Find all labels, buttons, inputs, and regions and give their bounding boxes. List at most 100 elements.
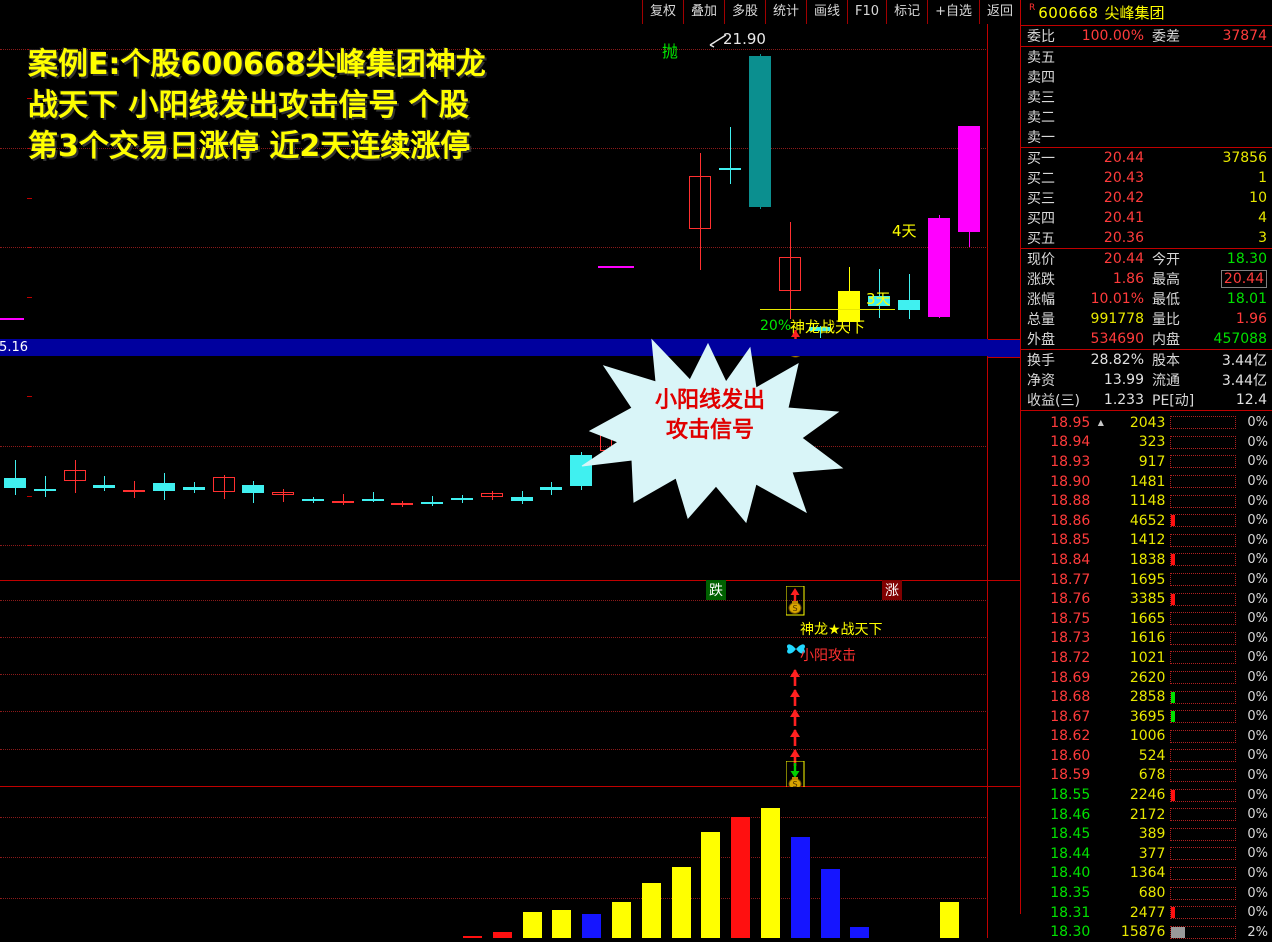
tick-row[interactable]: 18.67 3695 0% xyxy=(1021,707,1272,727)
row-label-right: 量比 xyxy=(1152,312,1180,328)
toolbar-huaxian[interactable]: 画线 xyxy=(806,0,847,24)
tick-row[interactable]: 18.86 4652 0% xyxy=(1021,511,1272,531)
tick-percent: 0% xyxy=(1247,826,1268,842)
row-label-right: 股本 xyxy=(1152,353,1180,369)
tick-row[interactable]: 18.44 377 0% xyxy=(1021,844,1272,864)
tick-percent: 0% xyxy=(1247,415,1268,431)
tick-volume: 4652 xyxy=(1129,512,1166,529)
candle-body xyxy=(302,498,324,501)
row-value-right: 18.01 xyxy=(1226,291,1267,307)
candle-body xyxy=(451,497,473,500)
tick-row[interactable]: 18.40 1364 0% xyxy=(1021,864,1272,884)
tick-bar-track xyxy=(1170,416,1237,430)
tick-percent: 0% xyxy=(1247,728,1268,744)
candle-wick xyxy=(909,274,910,319)
tick-row[interactable]: 18.59 678 0% xyxy=(1021,766,1272,786)
tick-bar-track xyxy=(1170,886,1237,900)
toolbar-tongji[interactable]: 统计 xyxy=(765,0,806,24)
row-value-left: 534690 xyxy=(1090,331,1144,347)
tick-volume: 678 xyxy=(1138,767,1166,784)
candle-wick xyxy=(432,495,434,506)
toolbar-fanhui[interactable]: 返回 xyxy=(978,0,1020,24)
tick-volume: 1148 xyxy=(1129,493,1166,510)
tick-bar-track xyxy=(1170,592,1237,606)
stock-code: 600668 xyxy=(1038,3,1099,22)
tick-row[interactable]: 18.76 3385 0% xyxy=(1021,589,1272,609)
row-label-left: 换手 xyxy=(1027,353,1055,369)
tick-price: 18.62 xyxy=(1050,728,1091,745)
tag-zhang: 涨 xyxy=(882,580,902,600)
tick-bar-track xyxy=(1170,475,1237,489)
tick-row[interactable]: 18.95 ▲ 2043 0% xyxy=(1021,413,1272,433)
tick-volume: 15876 xyxy=(1120,924,1166,941)
tick-volume: 323 xyxy=(1138,434,1166,451)
indicator-gridline xyxy=(0,748,988,750)
tick-row[interactable]: 18.45 389 0% xyxy=(1021,824,1272,844)
tick-row[interactable]: 18.35 680 0% xyxy=(1021,883,1272,903)
row-label-left: 卖三 xyxy=(1027,90,1055,106)
row-value-left: 28.82% xyxy=(1090,352,1144,368)
candle-wick xyxy=(104,475,106,491)
row-label-left: 外盘 xyxy=(1027,332,1055,348)
tick-bar-fill xyxy=(1171,691,1176,703)
tick-bar-track xyxy=(1170,651,1237,665)
tick-row[interactable]: 18.60 524 0% xyxy=(1021,746,1272,766)
candle-body xyxy=(361,498,384,501)
tick-row[interactable]: 18.69 2620 0% xyxy=(1021,668,1272,688)
volume-bar xyxy=(820,869,840,938)
tick-volume: 1838 xyxy=(1129,551,1166,568)
toolbar-diejia[interactable]: 叠加 xyxy=(682,0,724,24)
tick-row[interactable]: 18.77 1695 0% xyxy=(1021,570,1272,590)
tick-row[interactable]: 18.55 2246 0% xyxy=(1021,785,1272,805)
tick-percent: 0% xyxy=(1247,454,1268,470)
tick-row[interactable]: 18.93 917 0% xyxy=(1021,452,1272,472)
row-value-right: 1.96 xyxy=(1235,311,1267,327)
tick-row[interactable]: 18.30 15876 2% xyxy=(1021,922,1272,942)
tick-row[interactable]: 18.68 2858 0% xyxy=(1021,687,1272,707)
tick-bar-track xyxy=(1170,690,1237,704)
tick-percent: 0% xyxy=(1247,689,1268,705)
tick-bar-fill xyxy=(1171,907,1176,919)
tick-row[interactable]: 18.88 1148 0% xyxy=(1021,491,1272,511)
volume-gridline xyxy=(0,816,988,818)
tick-row[interactable]: 18.85 1412 0% xyxy=(1021,531,1272,551)
weibi-value: 100.00% xyxy=(1081,28,1144,44)
toolbar-biaoji[interactable]: 标记 xyxy=(886,0,927,24)
toolbar-zixuan[interactable]: +自选 xyxy=(927,0,979,24)
toolbar-f10[interactable]: F10 xyxy=(847,0,886,24)
volume-bar xyxy=(761,808,780,938)
signal-arrow-up xyxy=(790,709,800,726)
indicator-gridline xyxy=(0,636,988,638)
tick-arrow-icon: ▲ xyxy=(1097,418,1104,428)
tick-row[interactable]: 18.31 2477 0% xyxy=(1021,903,1272,923)
tick-price: 18.69 xyxy=(1050,669,1091,686)
candle-body xyxy=(868,296,891,306)
tick-list[interactable]: 18.95 ▲ 2043 0% 18.94 323 0% 18.93 917 0% 18.90 148… xyxy=(1021,411,1272,942)
tick-row[interactable]: 18.84 1838 0% xyxy=(1021,550,1272,570)
stat-row: 涨幅 10.01% 最低 18.01 xyxy=(1021,289,1272,309)
stock-header: R 600668 尖峰集团 xyxy=(1021,0,1272,26)
tick-row[interactable]: 18.75 1665 0% xyxy=(1021,609,1272,629)
indicator-label-xiaoyang: 小阳攻击 xyxy=(800,648,856,664)
tick-row[interactable]: 18.94 323 0% xyxy=(1021,433,1272,453)
row-label-right: PE[动] xyxy=(1152,393,1195,409)
stats2-block: 换手 28.82% 股本 3.44亿 净资 13.99 流通 3.44亿 收益(三) 1.233 P… xyxy=(1021,350,1272,411)
tick-volume: 680 xyxy=(1138,885,1166,902)
tick-volume: 2172 xyxy=(1129,806,1166,823)
tick-row[interactable]: 18.73 1616 0% xyxy=(1021,629,1272,649)
tick-row[interactable]: 18.62 1006 0% xyxy=(1021,727,1272,747)
indicator-label-shenlong: 神龙★战天下 xyxy=(800,622,883,638)
toolbar-fuquan[interactable]: 复权 xyxy=(641,0,683,24)
pointer-icon xyxy=(709,34,727,48)
tick-row[interactable]: 18.46 2172 0% xyxy=(1021,805,1272,825)
magenta-marker-2 xyxy=(0,318,24,320)
tick-volume: 2246 xyxy=(1129,787,1166,804)
row-value-left: 1.86 xyxy=(1112,271,1144,287)
row-value-left: 20.43 xyxy=(1103,170,1144,186)
tick-bar-track xyxy=(1170,808,1237,822)
volume-bar xyxy=(850,926,870,938)
toolbar-duogu[interactable]: 多股 xyxy=(723,0,765,24)
tick-row[interactable]: 18.90 1481 0% xyxy=(1021,472,1272,492)
tick-price: 18.76 xyxy=(1050,591,1091,608)
tick-row[interactable]: 18.72 1021 0% xyxy=(1021,648,1272,668)
